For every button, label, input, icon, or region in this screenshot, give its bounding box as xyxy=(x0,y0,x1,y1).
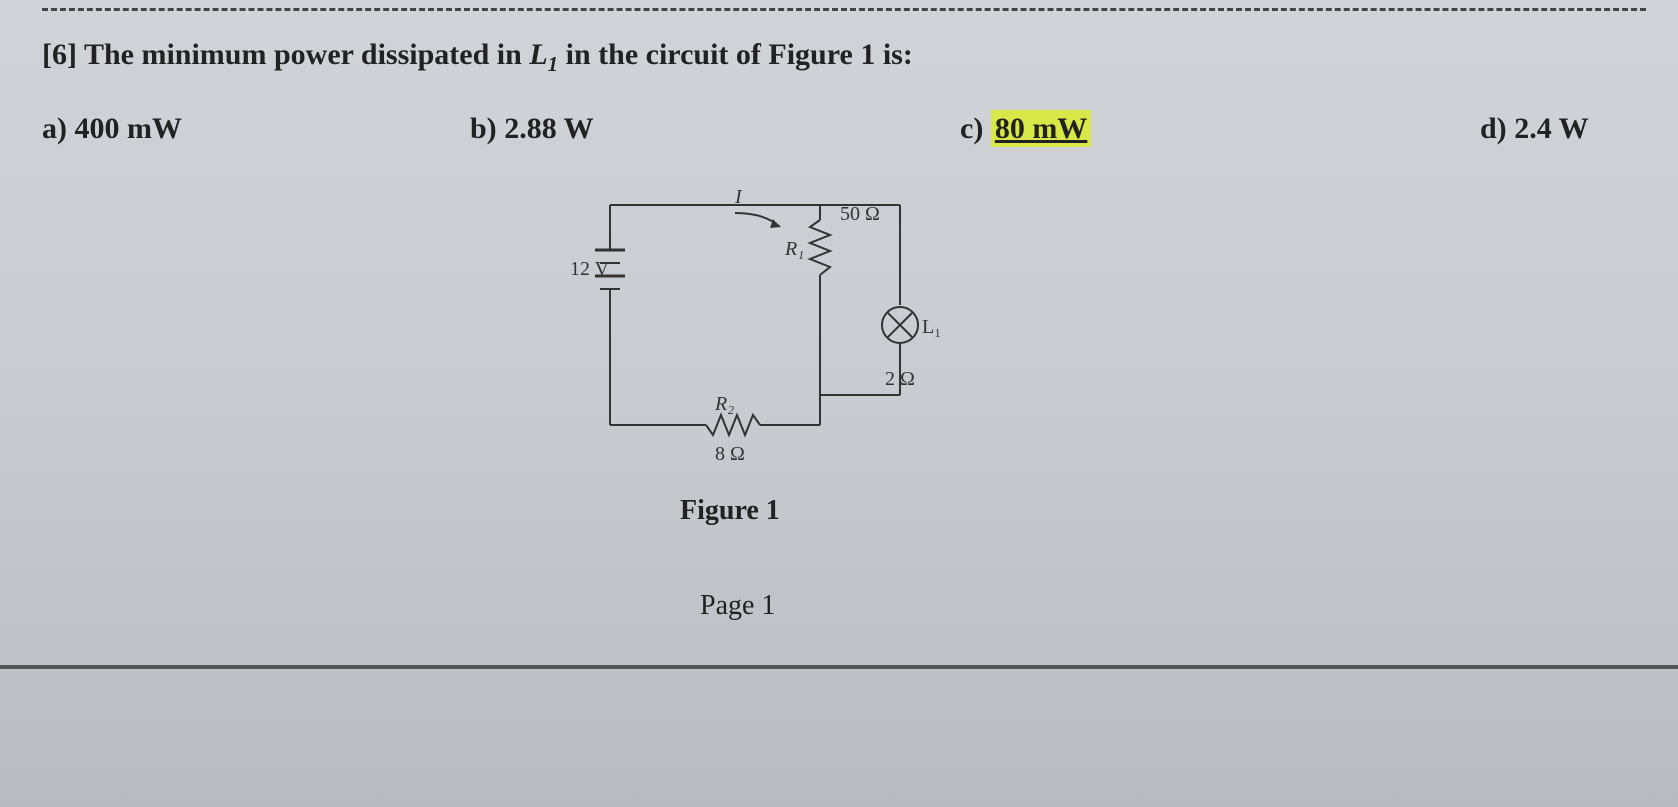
bottom-divider xyxy=(0,665,1678,669)
voltage-label: 12 V xyxy=(570,258,610,280)
question-text: [6] The minimum power dissipated in L1 i… xyxy=(42,38,913,77)
figure-caption: Figure 1 xyxy=(680,495,780,527)
lamp-value: 2 Ω xyxy=(885,368,915,390)
option-b: b) 2.88 W xyxy=(470,112,594,146)
option-d: d) 2.4 W xyxy=(1480,112,1589,146)
r2-label: R₂ xyxy=(714,393,734,415)
r1-value: 50 Ω xyxy=(840,203,880,225)
question-number: [6] xyxy=(42,38,77,71)
lamp-label: L₁ xyxy=(922,316,941,338)
option-c: c) 80 mW xyxy=(960,112,1091,146)
question-suffix: in the circuit of Figure 1 is: xyxy=(566,38,913,71)
option-c-highlight: 80 mW xyxy=(991,110,1092,147)
option-a: a) 400 mW xyxy=(42,112,182,146)
current-label: I xyxy=(734,186,743,208)
r2-value: 8 Ω xyxy=(715,443,745,465)
circuit-diagram: 12 V I R₁ 50 Ω L₁ 2 Ω R₂ 8 Ω xyxy=(570,175,970,475)
question-variable: L1 xyxy=(529,38,558,71)
top-divider xyxy=(42,8,1646,11)
r1-label: R₁ xyxy=(784,238,804,260)
page-label: Page 1 xyxy=(700,590,775,622)
question-prefix: The minimum power dissipated in xyxy=(84,38,529,71)
